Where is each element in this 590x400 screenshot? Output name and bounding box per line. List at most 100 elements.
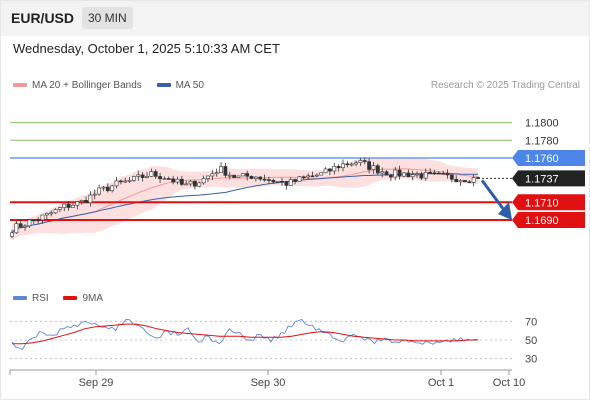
candle-body [419, 173, 424, 179]
candle-body [58, 207, 62, 210]
candle-body [341, 163, 345, 169]
candle-body [332, 166, 337, 172]
candle-body [101, 186, 106, 189]
candle-body [463, 180, 467, 183]
level-label-1.1760: 1.1760 [525, 153, 559, 165]
candle-body [258, 176, 263, 180]
candle-body [375, 165, 380, 174]
candle-body [301, 176, 306, 179]
level-label-1.1710: 1.1710 [525, 197, 559, 209]
candle-body [253, 176, 258, 179]
candle-body [467, 181, 472, 184]
candle-body [66, 203, 71, 208]
ma50-swatch [156, 83, 171, 88]
candle-body [71, 205, 75, 208]
candle-body [384, 171, 389, 176]
level-label-1.1690: 1.1690 [525, 215, 559, 227]
candle-body [402, 172, 406, 177]
candle-body [428, 172, 432, 174]
legend-rsi-label: RSI [32, 293, 49, 304]
legend-9ma-label: 9MA [82, 293, 104, 304]
ma20-swatch [13, 83, 27, 88]
candle-body [175, 178, 180, 183]
candle-body [188, 180, 193, 185]
candle-body [84, 200, 88, 204]
rsi-tick-label: 30 [525, 354, 537, 366]
candle-body [158, 176, 162, 180]
candle-body [236, 175, 241, 178]
candle-body [118, 180, 123, 183]
candle-body [449, 174, 454, 180]
candle-body [162, 178, 167, 180]
candle-body [471, 177, 476, 183]
candle-body [227, 174, 232, 177]
candle-body [345, 163, 350, 166]
candle-body [223, 166, 228, 176]
candle-body [206, 175, 210, 179]
candle-body [232, 174, 237, 178]
candle-body [362, 160, 367, 162]
candle-body [153, 171, 158, 177]
candle-body [293, 179, 297, 182]
candle-body [49, 212, 54, 215]
candle-body [166, 178, 171, 180]
candle-body [31, 219, 36, 222]
rsi-legend: RSI 9MA [13, 293, 103, 304]
candle-body [245, 173, 250, 177]
x-tick-label: Oct 1 [428, 377, 454, 389]
candle-body [10, 232, 14, 237]
candle-body [197, 182, 202, 187]
candle-body [310, 175, 315, 178]
candle-body [75, 201, 80, 206]
research-credit: Research © 2025 Trading Central [430, 80, 580, 91]
candle-body [62, 203, 67, 208]
candle-body [210, 173, 215, 177]
x-tick-label: Oct 10 [493, 377, 525, 389]
rsi-tick-label: 70 [525, 316, 537, 328]
candle-body [136, 174, 141, 177]
level-label-1.1800: 1.1800 [525, 118, 559, 130]
candle-body [240, 173, 245, 177]
candle-body [88, 194, 93, 204]
forecast-arrow-line [480, 179, 506, 211]
legend-ma50-label: MA 50 [175, 80, 204, 91]
candle-body [458, 180, 463, 183]
candle-body [127, 180, 132, 182]
candle-body [249, 175, 254, 179]
bollinger-band [12, 157, 478, 241]
candle-body [397, 169, 402, 177]
candle-body [18, 223, 23, 228]
candle-body [349, 163, 354, 166]
ma9-swatch [63, 296, 78, 301]
candle-body [193, 180, 197, 187]
timestamp: Wednesday, October 1, 2025 5:10:33 AM CE… [13, 41, 280, 56]
candle-body [271, 179, 276, 183]
candle-body [354, 162, 358, 165]
chart-header: EUR/USD 30 MIN [0, 0, 590, 36]
candle-body [105, 186, 110, 192]
candle-body [336, 166, 341, 169]
candle-body [323, 168, 328, 174]
candle-body [445, 173, 450, 176]
level-tag-1.1760 [512, 150, 585, 166]
candle-body [27, 219, 32, 227]
candle-body [371, 165, 376, 170]
level-label-1.1780: 1.1780 [525, 135, 559, 147]
timeframe-button[interactable]: 30 MIN [82, 7, 133, 29]
candle-body [441, 172, 446, 175]
candle-body [114, 180, 119, 187]
candle-body [184, 183, 189, 186]
candle-body [14, 223, 19, 234]
candle-body [110, 185, 115, 192]
candle-body [275, 180, 280, 183]
candle-body [171, 178, 176, 183]
candle-body [36, 219, 41, 222]
candle-body [40, 214, 45, 221]
current-price-tag [512, 170, 585, 187]
candle-body [92, 193, 97, 196]
candle-body [140, 174, 145, 178]
candle-body [284, 181, 289, 186]
candle-body [319, 172, 324, 176]
x-tick-label: Sep 30 [251, 377, 286, 389]
